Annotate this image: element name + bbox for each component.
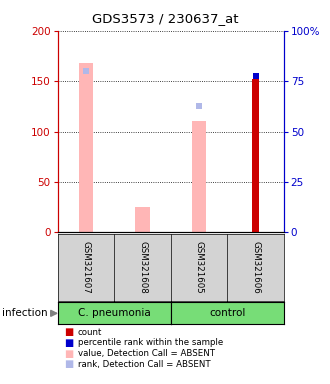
Text: ■: ■: [64, 327, 74, 337]
Text: ■: ■: [64, 349, 74, 359]
Text: GSM321608: GSM321608: [138, 242, 147, 294]
Text: infection: infection: [2, 308, 47, 318]
Text: percentile rank within the sample: percentile rank within the sample: [78, 338, 223, 348]
Text: GSM321606: GSM321606: [251, 242, 260, 294]
Bar: [135, 207, 149, 232]
Bar: [79, 63, 93, 232]
Text: GSM321607: GSM321607: [82, 242, 90, 294]
Text: GSM321605: GSM321605: [194, 242, 204, 294]
Text: count: count: [78, 328, 102, 337]
Bar: [252, 79, 259, 232]
Text: value, Detection Call = ABSENT: value, Detection Call = ABSENT: [78, 349, 214, 358]
Text: GDS3573 / 230637_at: GDS3573 / 230637_at: [92, 12, 238, 25]
Text: C. pneumonia: C. pneumonia: [78, 308, 150, 318]
Text: ■: ■: [64, 338, 74, 348]
Text: rank, Detection Call = ABSENT: rank, Detection Call = ABSENT: [78, 360, 210, 369]
Text: control: control: [209, 308, 246, 318]
Text: ■: ■: [64, 359, 74, 369]
Bar: [192, 121, 206, 232]
